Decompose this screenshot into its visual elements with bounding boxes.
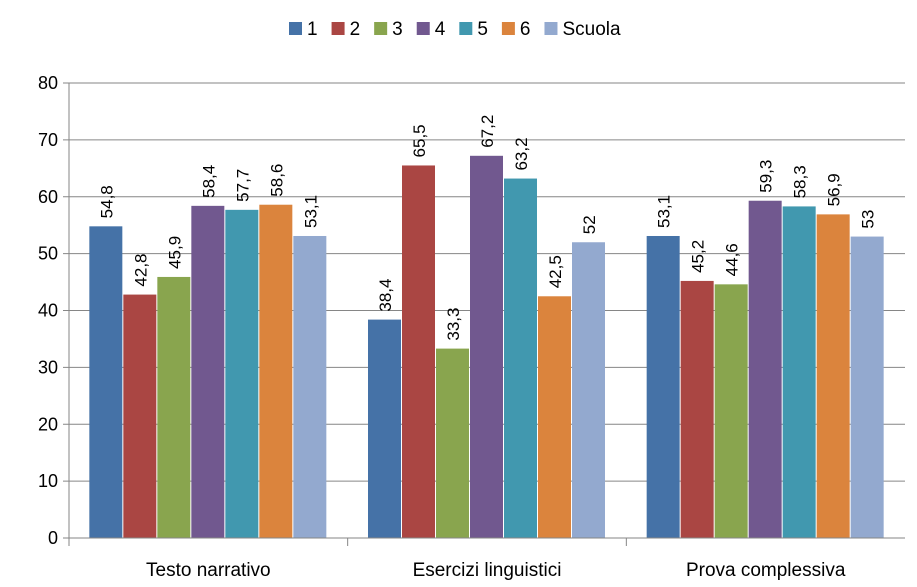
bar-series-4-3 xyxy=(748,200,782,538)
x-category-label: Prova complessiva xyxy=(686,560,846,581)
data-label: 59,3 xyxy=(757,160,776,193)
y-tick-label: 20 xyxy=(38,414,58,434)
data-label: 58,4 xyxy=(199,165,218,198)
bar-series-3-2 xyxy=(436,348,469,538)
data-label: 38,4 xyxy=(376,279,395,312)
data-label: 67,2 xyxy=(478,115,497,148)
data-label: 53,1 xyxy=(655,195,674,228)
data-label: 33,3 xyxy=(444,308,463,341)
legend-swatch xyxy=(374,22,388,35)
bar-series-2-3 xyxy=(680,280,714,538)
legend-label: Scuola xyxy=(562,19,621,40)
legend-swatch xyxy=(544,22,558,35)
data-label: 57,7 xyxy=(233,169,252,202)
data-label: 53,1 xyxy=(301,195,320,228)
bar-series-scuola-2 xyxy=(572,242,605,538)
legend-label: 2 xyxy=(350,19,361,40)
data-label: 52 xyxy=(580,215,599,234)
bar-series-scuola-1 xyxy=(293,235,327,538)
data-label: 45,2 xyxy=(689,240,708,273)
bar-series-2-1 xyxy=(123,294,157,538)
data-labels: 54,8 42,8 45,9 58,4 57,7 58,6 53,1 38,4 65,5 33,3… xyxy=(97,115,877,341)
legend-label: 3 xyxy=(392,19,403,40)
y-tick-label: 60 xyxy=(38,187,58,207)
x-axis: Testo narrativo Esercizi linguistici Prova… xyxy=(68,537,905,581)
data-label: 56,9 xyxy=(825,173,844,206)
data-label: 58,3 xyxy=(791,165,810,198)
data-label: 44,6 xyxy=(723,243,742,276)
legend-swatch xyxy=(289,22,302,35)
bar-series-5-1 xyxy=(225,209,259,539)
legend: 1 2 3 4 5 6 Scuola xyxy=(289,19,621,40)
legend-label: 6 xyxy=(520,19,531,40)
y-tick-label: 0 xyxy=(48,528,58,548)
data-label: 45,9 xyxy=(165,236,184,269)
bars xyxy=(89,155,884,539)
legend-swatch xyxy=(331,22,345,35)
legend-label: 1 xyxy=(307,19,318,40)
bar-series-1-1 xyxy=(89,226,123,538)
bar-series-4-2 xyxy=(470,155,503,539)
legend-label: 4 xyxy=(435,19,446,40)
bar-series-1-2 xyxy=(368,319,401,538)
legend-swatch xyxy=(459,22,473,35)
data-label: 53 xyxy=(859,210,878,229)
y-tick-label: 70 xyxy=(38,130,58,150)
bar-series-6-2 xyxy=(538,296,571,538)
data-label: 42,8 xyxy=(131,253,150,286)
bar-series-5-2 xyxy=(504,178,537,539)
legend-label: 5 xyxy=(477,19,488,40)
legend-swatch xyxy=(501,22,515,35)
bar-series-3-3 xyxy=(714,284,748,538)
data-label: 63,2 xyxy=(512,137,531,170)
y-tick-label: 50 xyxy=(38,244,58,264)
x-category-label: Testo narrativo xyxy=(146,560,271,581)
data-label: 58,6 xyxy=(267,164,286,197)
bar-series-2-2 xyxy=(402,165,435,538)
bar-series-6-1 xyxy=(259,204,293,538)
bar-series-4-1 xyxy=(191,205,225,538)
data-label: 42,5 xyxy=(546,255,565,288)
bar-series-1-3 xyxy=(646,235,680,538)
x-category-label: Esercizi linguistici xyxy=(413,560,562,581)
y-tick-label: 10 xyxy=(38,471,58,491)
bar-series-scuola-3 xyxy=(850,236,884,538)
bar-series-3-1 xyxy=(157,276,191,538)
data-label: 54,8 xyxy=(97,185,116,218)
y-axis: 0 10 20 30 40 50 60 70 80 xyxy=(38,73,70,548)
y-tick-label: 40 xyxy=(38,301,58,321)
data-label: 65,5 xyxy=(410,124,429,157)
y-tick-label: 80 xyxy=(38,73,58,93)
bar-series-5-3 xyxy=(782,206,816,538)
y-tick-label: 30 xyxy=(38,357,58,377)
legend-swatch xyxy=(416,22,430,35)
bar-series-6-3 xyxy=(816,214,850,538)
